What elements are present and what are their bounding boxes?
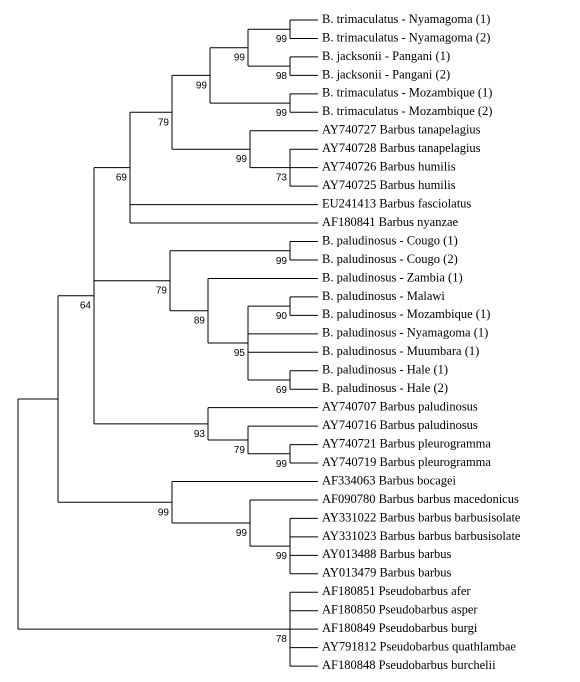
taxon-label: EU241413 Barbus fasciolatus: [322, 196, 471, 210]
taxon-label: B. paludinosus - Muumbara (1): [322, 344, 479, 358]
taxon-label: AY740707 Barbus paludinosus: [322, 400, 478, 414]
bootstrap-value: 99: [276, 551, 288, 562]
taxon-label: AY740727 Barbus tanapelagius: [322, 123, 481, 137]
taxon-label: AF180841 Barbus nyanzae: [322, 215, 459, 229]
taxon-label: AF334063 Barbus bocagei: [322, 473, 457, 487]
taxon-label: B. trimaculatus - Nyamagoma (1): [322, 12, 490, 26]
taxon-label: AF180850 Pseudobarbus asper: [322, 603, 478, 617]
bootstrap-value: 99: [276, 256, 288, 267]
bootstrap-value: 73: [276, 173, 288, 184]
bootstrap-value: 69: [276, 385, 288, 396]
bootstrap-value: 99: [276, 34, 288, 45]
taxon-label: AY331022 Barbus barbus barbusisolate: [322, 510, 521, 524]
bootstrap-value: 99: [234, 53, 246, 64]
taxon-label: AY740725 Barbus humilis: [322, 178, 456, 192]
taxon-label: B. paludinosus - Hale (2): [322, 381, 448, 395]
bootstrap-value: 99: [276, 108, 288, 119]
taxon-label: B. jacksonii - Pangani (2): [322, 67, 450, 81]
taxon-label: AY740728 Barbus tanapelagius: [322, 141, 481, 155]
bootstrap-value: 79: [234, 445, 246, 456]
taxon-label: B. paludinosus - Cougo (2): [322, 252, 458, 266]
bootstrap-value: 99: [158, 507, 170, 518]
bootstrap-value: 93: [194, 429, 206, 440]
bootstrap-value: 99: [236, 528, 248, 539]
taxon-label: AF090780 Barbus barbus macedonicus: [322, 492, 519, 506]
taxon-label: AY740726 Barbus humilis: [322, 160, 456, 174]
taxon-label: B. paludinosus - Cougo (1): [322, 233, 458, 247]
taxon-label: AY013479 Barbus barbus: [322, 566, 452, 580]
bootstrap-value: 99: [276, 459, 288, 470]
bootstrap-value: 79: [158, 117, 170, 128]
taxon-label: AF180848 Pseudobarbus burchelii: [322, 658, 496, 672]
bootstrap-value: 78: [276, 634, 288, 645]
taxon-label: AY740716 Barbus paludinosus: [322, 418, 478, 432]
taxon-label: B. trimaculatus - Mozambique (2): [322, 104, 492, 118]
taxon-label: AY331023 Barbus barbus barbusisolate: [322, 529, 521, 543]
taxon-label: B. paludinosus - Zambia (1): [322, 270, 463, 284]
taxon-label: B. paludinosus - Hale (1): [322, 363, 448, 377]
taxon-label: AY740719 Barbus pleurogramma: [322, 455, 491, 469]
bootstrap-value: 99: [196, 80, 208, 91]
taxon-label: AY013488 Barbus barbus: [322, 547, 452, 561]
bootstrap-value: 99: [236, 154, 248, 165]
taxon-label: B. trimaculatus - Nyamagoma (2): [322, 30, 490, 44]
taxon-label: B. paludinosus - Mozambique (1): [322, 307, 490, 321]
taxon-label: B. paludinosus - Malawi: [322, 289, 445, 303]
taxon-label: AY791812 Pseudobarbus quathlambae: [322, 640, 516, 654]
taxon-label: AF180849 Pseudobarbus burgi: [322, 621, 478, 635]
bootstrap-value: 79: [156, 286, 168, 297]
bootstrap-value: 64: [80, 301, 92, 312]
taxon-label: AY740721 Barbus pleurogramma: [322, 436, 491, 450]
bootstrap-value: 89: [194, 316, 206, 327]
taxon-label: B. jacksonii - Pangani (1): [322, 49, 450, 63]
bootstrap-value: 69: [116, 173, 128, 184]
taxon-label: AF180851 Pseudobarbus afer: [322, 584, 471, 598]
taxon-label: B. trimaculatus - Mozambique (1): [322, 86, 492, 100]
bootstrap-value: 90: [276, 311, 288, 322]
bootstrap-value: 95: [234, 348, 246, 359]
bootstrap-value: 98: [276, 71, 288, 82]
taxon-label: B. paludinosus - Nyamagoma (1): [322, 326, 488, 340]
